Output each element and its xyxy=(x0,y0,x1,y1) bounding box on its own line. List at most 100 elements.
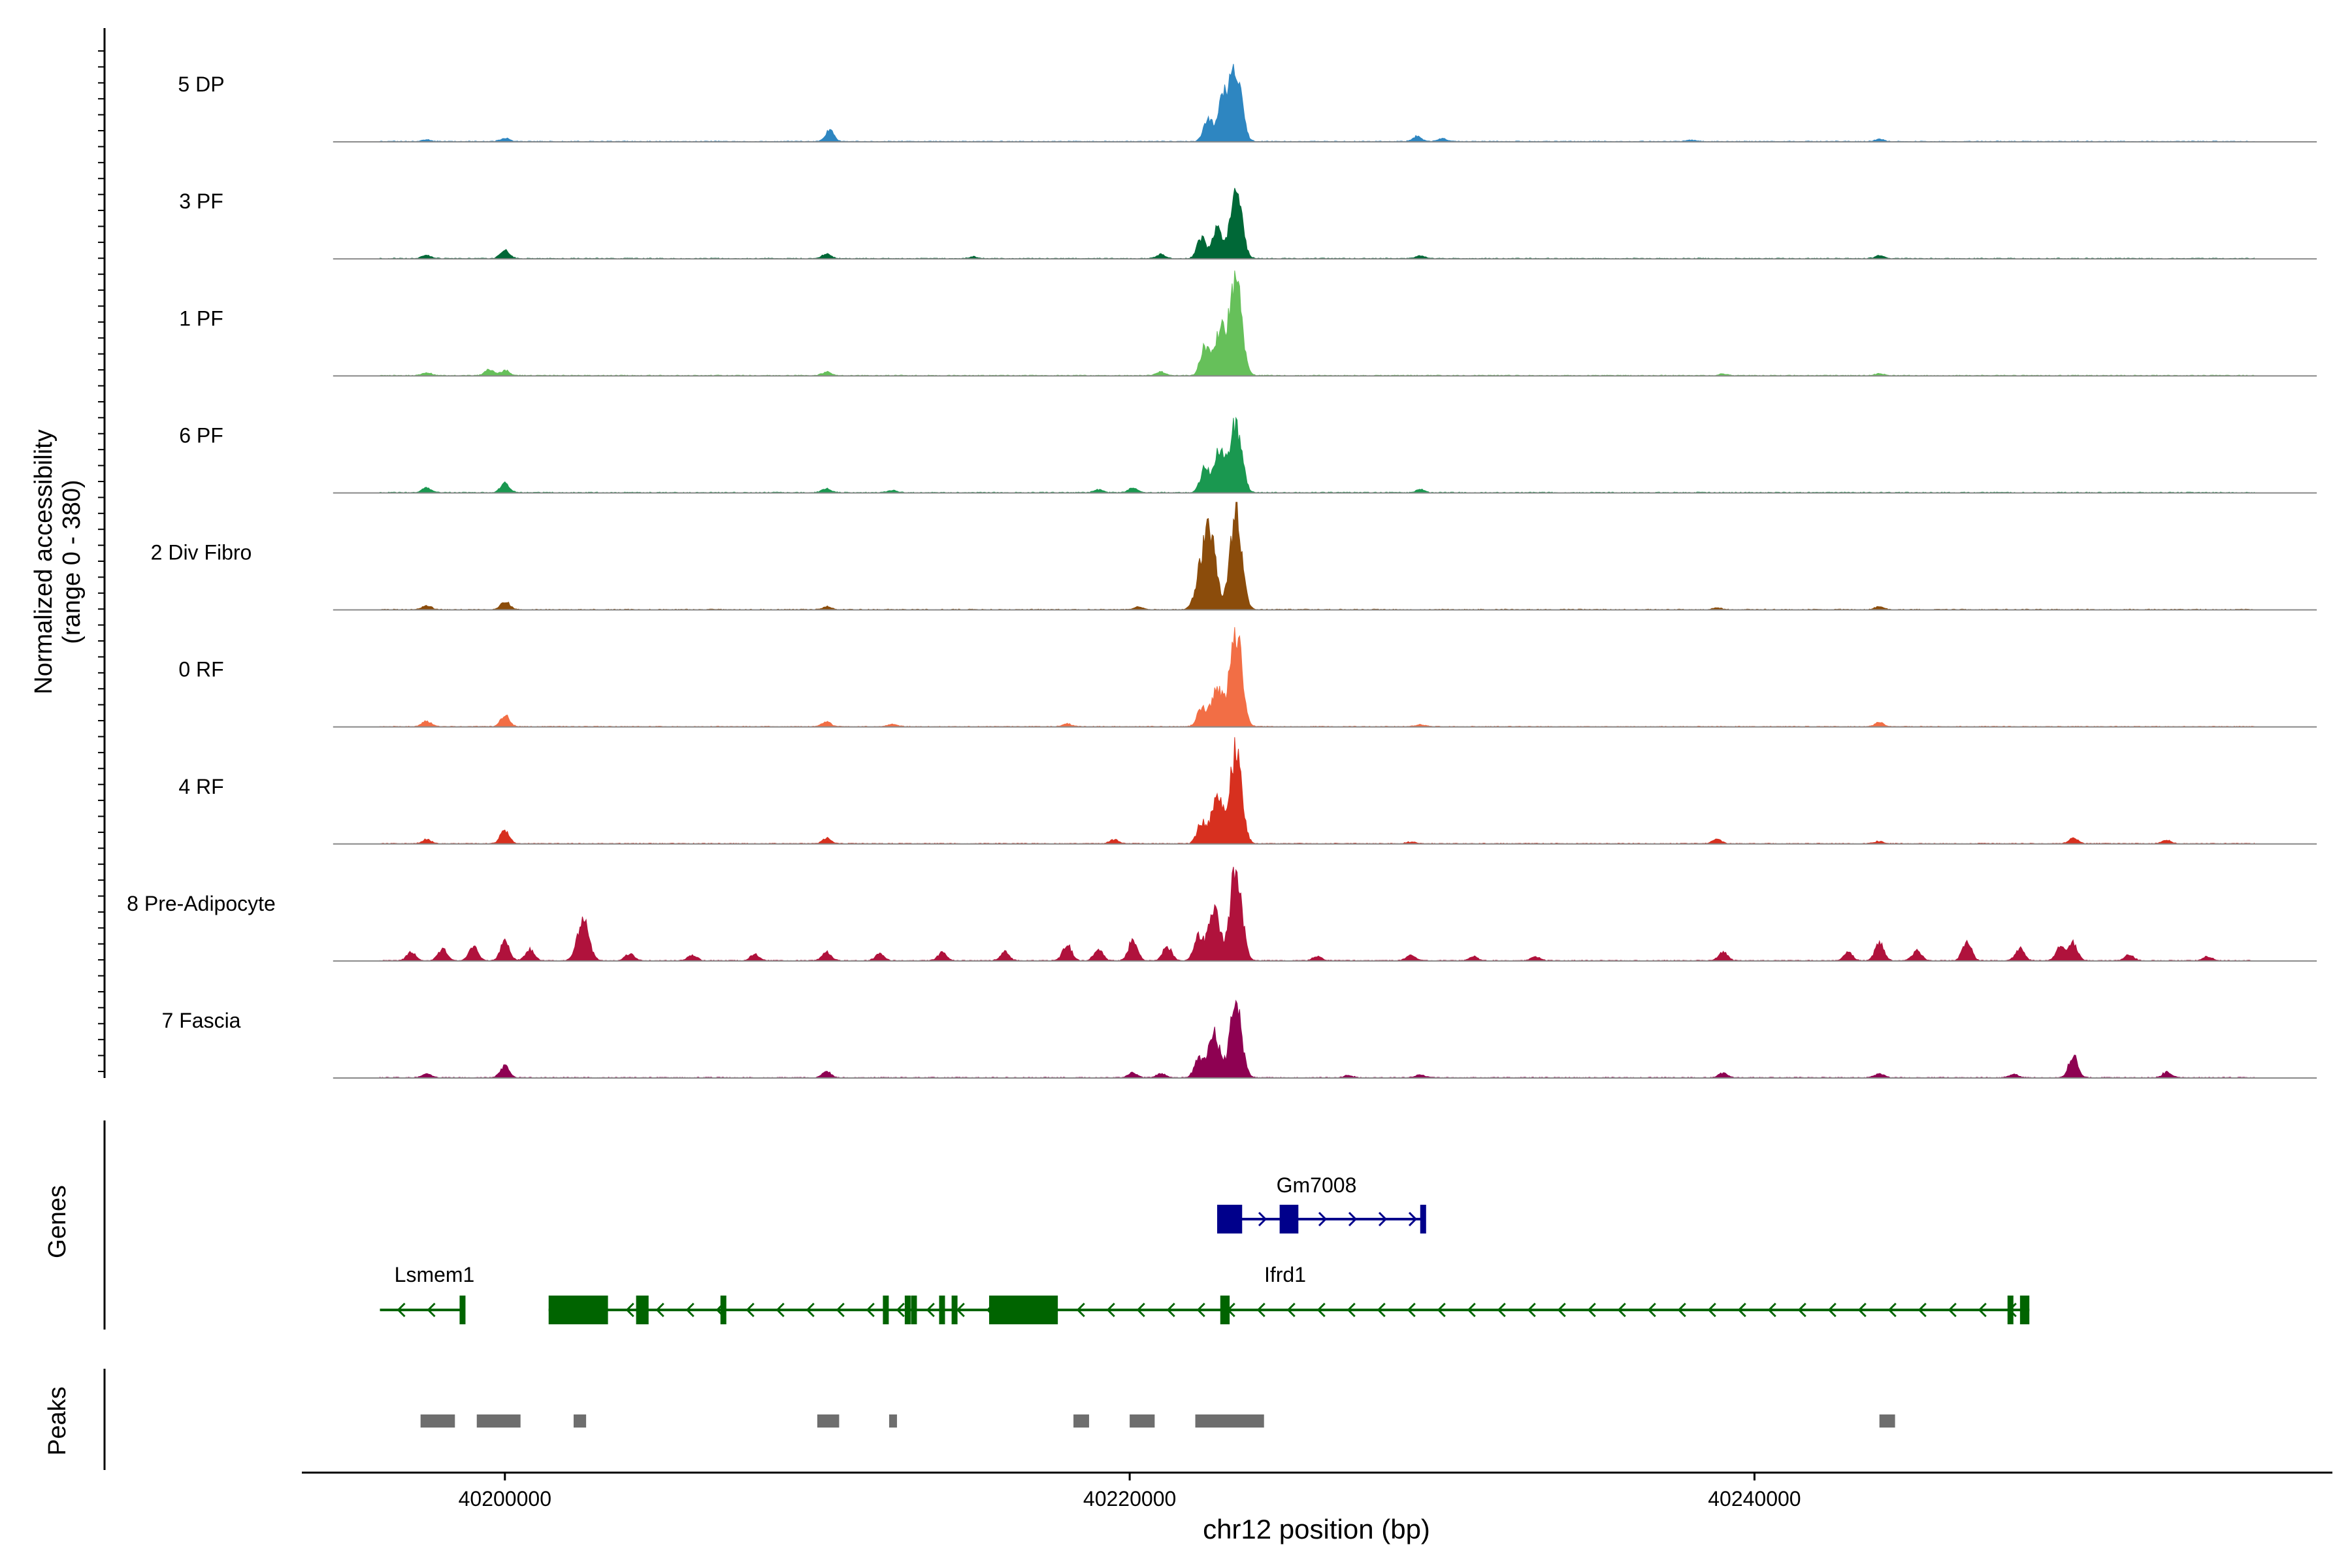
peak-region xyxy=(1130,1414,1155,1428)
strand-arrow xyxy=(926,1302,935,1318)
gene-exon-Ifrd1 xyxy=(904,1296,911,1324)
gene-exon-Ifrd1 xyxy=(2019,1296,2030,1324)
strand-arrow xyxy=(1196,1302,1205,1318)
peak-region xyxy=(420,1414,455,1428)
coverage-track-8 xyxy=(380,866,2255,962)
y-axis-title-line2: (range 0 - 380) xyxy=(58,480,86,644)
strand-arrow xyxy=(1887,1302,1897,1318)
strand-arrow xyxy=(866,1302,875,1318)
strand-arrow xyxy=(1378,1211,1388,1227)
gene-exon-Ifrd1 xyxy=(636,1296,649,1324)
coverage-track-1 xyxy=(380,63,2255,142)
strand-arrow xyxy=(1587,1302,1596,1318)
strand-arrow xyxy=(806,1302,815,1318)
peak-region xyxy=(817,1414,840,1428)
gene-exon-Ifrd1 xyxy=(988,1296,1058,1324)
track-label-4: 6 PF xyxy=(179,423,223,447)
strand-arrow xyxy=(1347,1302,1356,1318)
coverage-track-4 xyxy=(380,416,2255,493)
gene-exon-Gm7008 xyxy=(1279,1205,1299,1233)
track-label-8: 8 Pre-Adipocyte xyxy=(127,892,276,915)
strand-arrow xyxy=(1857,1302,1867,1318)
track-label-9: 7 Fascia xyxy=(162,1009,241,1032)
gene-exon-Gm7008 xyxy=(1420,1205,1426,1233)
coverage-track-5 xyxy=(380,502,2255,611)
strand-arrow xyxy=(1948,1302,1957,1318)
peak-region xyxy=(1195,1414,1264,1428)
gene-exon-Ifrd1 xyxy=(883,1296,889,1324)
x-axis: 40200000 40220000 40240000 xyxy=(302,1471,2332,1511)
gene-exon-Lsmem1 xyxy=(459,1296,466,1324)
strand-arrow xyxy=(1557,1302,1566,1318)
gene-exon-Ifrd1 xyxy=(1220,1296,1230,1324)
strand-arrow xyxy=(1318,1211,1328,1227)
strand-arrow xyxy=(397,1302,406,1318)
strand-arrow xyxy=(1348,1211,1358,1227)
peak-region xyxy=(1879,1414,1895,1428)
strand-arrow xyxy=(1737,1302,1746,1318)
gene-exon-Ifrd1 xyxy=(2007,1296,2014,1324)
strand-arrow xyxy=(1647,1302,1656,1318)
strand-arrow xyxy=(1316,1302,1326,1318)
x-tick-label: 40240000 xyxy=(1708,1487,1801,1511)
strand-arrow xyxy=(1377,1302,1386,1318)
track-label-2: 3 PF xyxy=(179,189,223,213)
gene-exon-Ifrd1 xyxy=(548,1296,608,1324)
track-label-3: 1 PF xyxy=(179,306,223,330)
strand-arrow xyxy=(1707,1302,1716,1318)
strand-arrow xyxy=(1408,1211,1418,1227)
x-tick-label: 40220000 xyxy=(1083,1487,1176,1511)
track-label-5: 2 Div Fibro xyxy=(151,541,252,564)
peaks-panel xyxy=(103,1369,1895,1470)
strand-arrow xyxy=(1437,1302,1446,1318)
gene-exon-Ifrd1 xyxy=(939,1296,945,1324)
strand-arrow xyxy=(625,1302,634,1318)
gene-label-Ifrd1: Ifrd1 xyxy=(1264,1263,1306,1286)
track-label-6: 0 RF xyxy=(178,658,223,681)
peak-region xyxy=(476,1414,521,1428)
peak-region xyxy=(573,1414,587,1428)
strand-arrow xyxy=(685,1302,694,1318)
strand-arrow xyxy=(1136,1302,1145,1318)
strand-arrow xyxy=(427,1302,436,1318)
strand-arrow xyxy=(655,1302,664,1318)
track-label-7: 4 RF xyxy=(178,775,223,798)
peak-region xyxy=(889,1414,897,1428)
strand-arrow xyxy=(1797,1302,1806,1318)
peaks-panel-label: Peaks xyxy=(44,1386,71,1456)
strand-arrow xyxy=(1827,1302,1837,1318)
x-tick-label: 40200000 xyxy=(459,1487,551,1511)
gene-label-Lsmem1: Lsmem1 xyxy=(395,1263,475,1286)
strand-arrow xyxy=(1256,1302,1266,1318)
strand-arrow xyxy=(1918,1302,1927,1318)
strand-arrow xyxy=(1106,1302,1115,1318)
strand-arrow xyxy=(1767,1302,1776,1318)
coverage-track-6 xyxy=(380,627,2255,728)
track-label-1: 5 DP xyxy=(178,73,224,96)
strand-arrow xyxy=(1527,1302,1536,1318)
strand-arrow xyxy=(1286,1302,1296,1318)
gene-exon-Ifrd1 xyxy=(951,1296,958,1324)
strand-arrow xyxy=(745,1302,755,1318)
gene-exon-Gm7008 xyxy=(1217,1205,1243,1233)
strand-arrow xyxy=(1497,1302,1506,1318)
genes-panel-label: Genes xyxy=(44,1185,71,1258)
gene-exon-Ifrd1 xyxy=(911,1296,917,1324)
gene-label-Gm7008: Gm7008 xyxy=(1277,1173,1357,1197)
y-axis-title-line1: Normalized accessibility xyxy=(30,429,57,694)
coverage-track-3 xyxy=(380,270,2255,376)
coverage-track-9 xyxy=(380,1000,2255,1079)
strand-arrow xyxy=(776,1302,785,1318)
strand-arrow xyxy=(1407,1302,1416,1318)
gene-exon-Ifrd1 xyxy=(720,1296,727,1324)
strand-arrow xyxy=(836,1302,845,1318)
strand-arrow xyxy=(1166,1302,1175,1318)
x-axis-title: chr12 position (bp) xyxy=(1203,1514,1430,1544)
coverage-track-7 xyxy=(380,737,2255,845)
strand-arrow xyxy=(1258,1211,1267,1227)
strand-arrow xyxy=(1467,1302,1476,1318)
strand-arrow xyxy=(956,1302,965,1318)
coverage-panel: 5 DP 3 PF 1 PF 6 PF 2 Div Fibro 0 RF 4 RF 8 Pre… xyxy=(98,28,2317,1079)
strand-arrow xyxy=(1076,1302,1085,1318)
